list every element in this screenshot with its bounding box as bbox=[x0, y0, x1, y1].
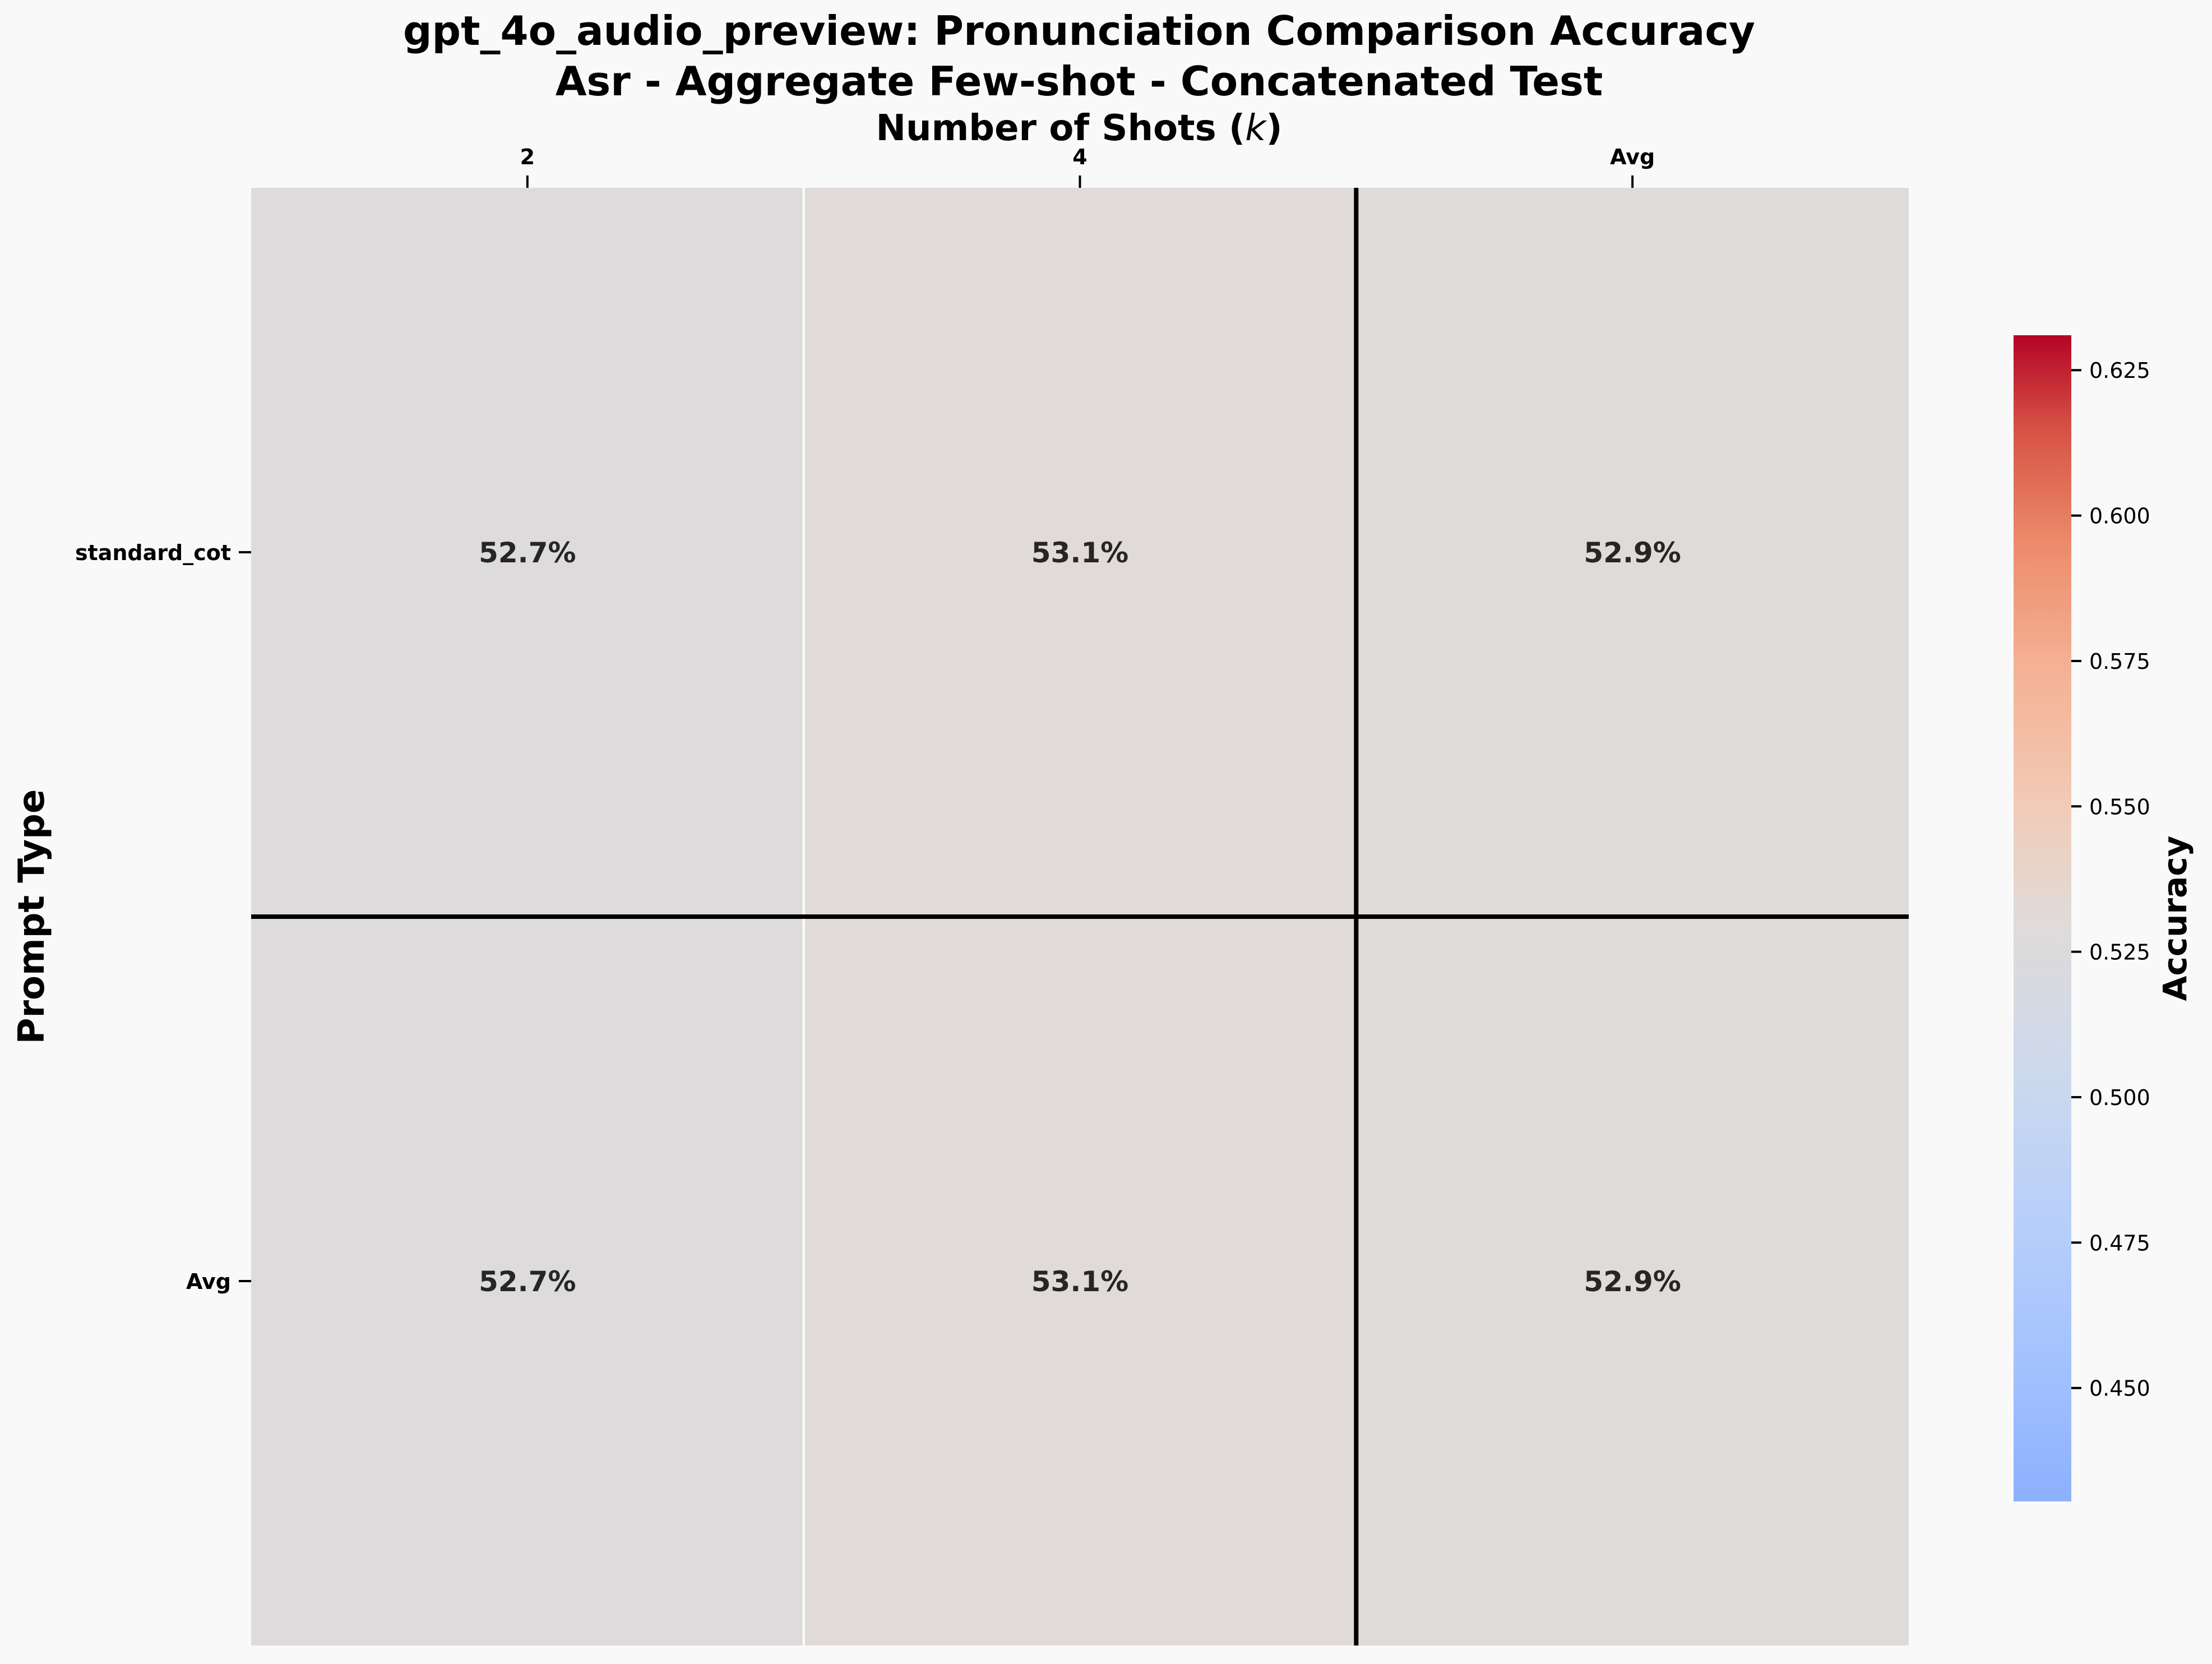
cell-value-label: 53.1% bbox=[1031, 537, 1128, 569]
heatmap-cell bbox=[1356, 188, 1909, 917]
cell-value-label: 52.9% bbox=[1584, 537, 1681, 569]
colorbar-tick-label: 0.450 bbox=[2089, 1376, 2150, 1401]
x-tick-label: 2 bbox=[520, 145, 535, 169]
chart-subtitle: Asr - Aggregate Few-shot - Concatenated … bbox=[556, 58, 1603, 105]
x-tick-label: 4 bbox=[1072, 145, 1087, 169]
heatmap-cell bbox=[251, 188, 804, 917]
colorbar-tick-label: 0.500 bbox=[2089, 1085, 2150, 1110]
heatmap-cell bbox=[803, 188, 1357, 917]
colorbar-tick-label: 0.550 bbox=[2089, 794, 2150, 819]
colorbar-tick-label: 0.525 bbox=[2089, 940, 2150, 965]
y-tick-label: standard_cot bbox=[75, 540, 231, 565]
x-axis-label: Number of Shots (k) bbox=[876, 108, 1282, 149]
colorbar-tick-label: 0.600 bbox=[2089, 504, 2150, 529]
cell-value-label: 52.7% bbox=[479, 537, 576, 569]
cell-value-label: 52.9% bbox=[1584, 1265, 1681, 1298]
heatmap-cell bbox=[803, 917, 1357, 1645]
heatmap-cells bbox=[251, 188, 1909, 1645]
colorbar-ticks: 0.450 0.475 0.500 0.525 0.550 0.575 0.600 0.625 bbox=[2071, 358, 2150, 1401]
colorbar-tick-label: 0.625 bbox=[2089, 358, 2150, 383]
x-tick-label: Avg bbox=[1610, 145, 1655, 169]
chart-title: gpt_4o_audio_preview: Pronunciation Comp… bbox=[403, 7, 1755, 54]
heatmap-separators bbox=[251, 188, 1909, 1645]
heatmap-cell bbox=[1356, 917, 1909, 1645]
cell-value-label: 52.7% bbox=[479, 1265, 576, 1298]
y-axis-label: Prompt Type bbox=[11, 789, 53, 1044]
colorbar-label: Accuracy bbox=[2156, 836, 2194, 1001]
heatmap-cell-labels: 52.7% 53.1% 52.9% 52.7% 53.1% 52.9% bbox=[479, 537, 1681, 1298]
y-axis-ticks: standard_cot Avg bbox=[75, 540, 251, 1294]
x-axis-ticks: 2 4 Avg bbox=[520, 145, 1655, 188]
cell-value-label: 53.1% bbox=[1031, 1265, 1128, 1298]
colorbar-tick-label: 0.475 bbox=[2089, 1231, 2150, 1255]
x-axis-label-text: Number of Shots bbox=[876, 108, 1216, 149]
colorbar bbox=[2014, 335, 2071, 1501]
colorbar-tick-label: 0.575 bbox=[2089, 649, 2150, 674]
y-tick-label: Avg bbox=[186, 1269, 231, 1294]
heatmap-cell bbox=[251, 917, 804, 1645]
x-axis-label-symbol: k bbox=[1245, 108, 1267, 149]
